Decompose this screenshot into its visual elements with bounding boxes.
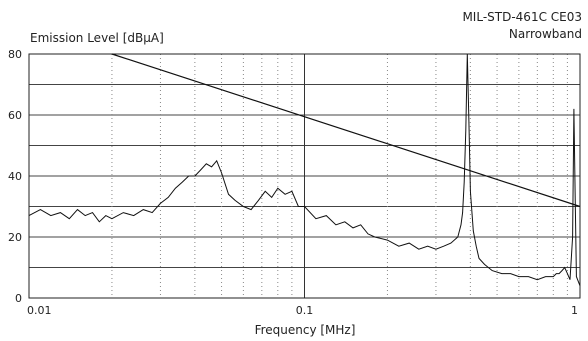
y-tick-label: 40 [8, 170, 22, 183]
x-axis-label: Frequency [MHz] [255, 323, 356, 337]
chart-title-line1: MIL-STD-461C CE03 [462, 10, 582, 24]
x-tick-label: 0.01 [27, 304, 52, 317]
x-tick-label: 1 [571, 304, 578, 317]
plot-frame [28, 53, 581, 299]
y-tick-label: 80 [8, 48, 22, 61]
grid [29, 54, 580, 298]
y-axis-label: Emission Level [dBµA] [30, 31, 164, 45]
series-line [28, 53, 581, 286]
y-tick-label: 60 [8, 109, 22, 122]
y-axis-ticks: 0 20 40 60 80 [8, 48, 22, 305]
x-tick-label: 0.1 [296, 304, 314, 317]
x-axis-ticks: 0.01 0.1 1 [27, 304, 578, 317]
limit-line [111, 53, 581, 208]
y-tick-label: 20 [8, 231, 22, 244]
y-tick-label: 0 [15, 292, 22, 305]
chart-title-line2: Narrowband [509, 27, 582, 41]
